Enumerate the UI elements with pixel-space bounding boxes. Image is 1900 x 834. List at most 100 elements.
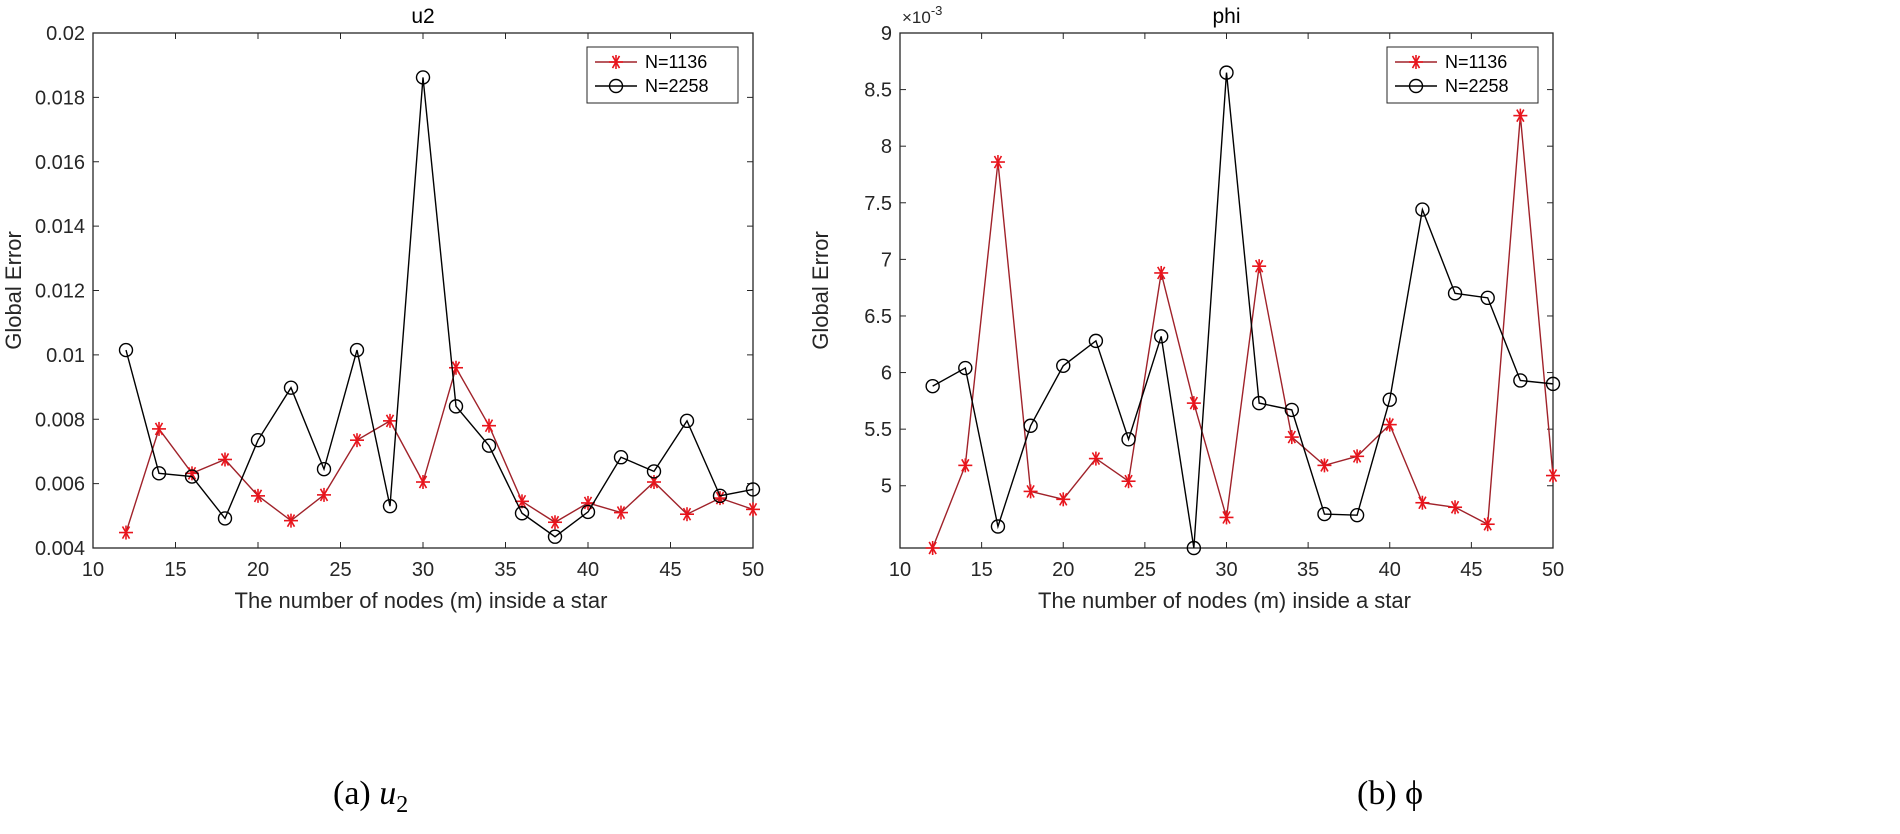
chart2-series-2-point [1317, 506, 1332, 522]
chart2-legend-label-2: N=2258 [1445, 76, 1509, 96]
chart1-legend-marker-2 [608, 78, 624, 94]
chart1-series-2-point [415, 70, 431, 85]
chart2-series-1-point [1088, 451, 1103, 466]
chart2-series-2-point [1284, 402, 1300, 418]
chart2-series-2-point [1415, 202, 1430, 217]
chart2-x-tick-label: 20 [1052, 559, 1074, 581]
chart2-x-tick-label: 30 [1215, 559, 1237, 581]
chart2-legend: N=1136 N=2258 [1386, 46, 1539, 104]
chart2-y-tick-label: 5.5 [864, 419, 892, 441]
chart1-y-tick-label: 0.006 [35, 474, 85, 496]
chart2-x-tick-label: 50 [1542, 559, 1564, 581]
chart1-x-tick-label: 25 [329, 559, 351, 581]
chart1-axes-box [92, 32, 754, 549]
chart2-series-1-point [1154, 265, 1169, 280]
chart2-plot: 10 15 20 25 30 35 40 45 50 5 5.5 6 6.5 7 7.5 8 8.5 9 ×10-3… [808, 3, 1564, 613]
chart2-x-tick-label: 10 [889, 559, 911, 581]
chart2-series-2-point [1545, 376, 1561, 392]
chart1-y-tick-label: 0.016 [35, 152, 85, 174]
chart1-x-tick-label: 30 [412, 559, 434, 581]
chart1-y-tick-label: 0.004 [35, 538, 85, 560]
chart1-series-2-point [745, 482, 761, 497]
chart2-y-axis-label: Global Error [808, 231, 833, 350]
chart2-series-1-point [1219, 510, 1234, 525]
chart1-x-tick-label: 20 [247, 559, 269, 581]
chart1-series-2-point [712, 488, 728, 504]
chart1-series-1-point [185, 466, 199, 481]
chart1-title: u2 [411, 5, 434, 28]
chart1-series-1-point [284, 513, 298, 528]
chart2-series-1-point [1350, 449, 1365, 464]
chart1-series-1-point [383, 413, 397, 428]
chart2-series-1-point [1415, 495, 1430, 510]
caption-a: (a) u2 [333, 775, 408, 819]
chart2-series-2-point [1480, 290, 1495, 306]
chart2-title: phi [1212, 5, 1240, 28]
chart1-legend-label-1: N=1136 [645, 52, 707, 72]
chart2-series-2-point [1513, 373, 1528, 388]
chart2-y-tick-label: 6.5 [864, 306, 892, 328]
chart2-x-tick-label: 40 [1379, 559, 1401, 581]
chart2-series-2-point [1349, 507, 1365, 523]
chart1-x-axis-label: The number of nodes (m) inside a star [235, 588, 608, 613]
chart1-series-1-point [482, 418, 496, 433]
chart2-legend-marker-1 [1409, 55, 1423, 69]
chart2-y-tick-label: 8 [881, 136, 892, 158]
chart1-x-tick-label: 50 [742, 559, 764, 581]
chart1-series-2 [118, 70, 761, 544]
chart1-series-2-point [118, 342, 134, 358]
chart2-series-1-point [925, 541, 940, 555]
chart2-exponent-power: -3 [931, 3, 943, 18]
chart1-series-2-point [580, 504, 596, 520]
chart2-series-1-point [1252, 259, 1267, 274]
chart2-series-1-point [1056, 492, 1071, 507]
chart1-y-tick-label: 0.018 [35, 87, 85, 109]
chart2-series-1-point [1121, 474, 1136, 489]
chart1-series-2-point [316, 461, 332, 477]
chart2-series-1-point [958, 458, 973, 473]
chart2-series-1-point [1284, 430, 1299, 445]
chart2-series-1-point [1546, 468, 1560, 483]
chart2-series-2-point [1121, 432, 1136, 447]
caption-a-prefix: (a) [333, 775, 380, 812]
chart1-series-1 [119, 360, 760, 540]
chart1-legend-marker-1 [609, 55, 623, 69]
chart2-axes-box [899, 32, 1554, 549]
chart1-x-tick-label: 45 [659, 559, 681, 581]
chart1-series-2-point [514, 506, 530, 521]
chart1-series-2-point [382, 498, 398, 514]
chart2-series-1-point [990, 155, 1005, 170]
chart2-series-1-point [1513, 108, 1528, 123]
chart1-legend: N=1136 N=2258 [586, 46, 739, 104]
chart2-series-1 [925, 108, 1560, 555]
chart2-series-2-point [1251, 395, 1267, 411]
chart2-series-2-point [1023, 418, 1038, 433]
chart2-y-tick-label: 7.5 [864, 193, 892, 215]
chart2-series-1-point [1448, 500, 1463, 515]
caption-b-symbol: ϕ [1405, 775, 1424, 812]
chart2-series-2-line [932, 72, 1554, 549]
chart1-series-2-point [184, 469, 200, 484]
chart1-series-2-point [547, 529, 563, 544]
chart1-series-1-point [119, 525, 133, 540]
chart1-y-axis-label: Global Error [1, 231, 26, 350]
chart2-series-2-point [925, 378, 940, 394]
chart1-y-tick-label: 0.014 [35, 216, 85, 238]
chart2-y-tick-label: 5 [881, 476, 892, 498]
chart1-series-2-point [151, 466, 167, 481]
chart2-series-2-point [958, 360, 973, 376]
chart2-series-2-point [1219, 65, 1234, 80]
chart2-series-1-point [1023, 484, 1038, 499]
chart2-series-2-point [1447, 286, 1463, 301]
chart1-plot: 10 15 20 25 30 35 40 45 50 0.004 0.006 0.008 0.01 0.0… [1, 5, 764, 613]
chart1-series-1-line [125, 365, 754, 533]
chart2-y-tick-label: 9 [881, 23, 892, 45]
chart1-x-tick-label: 10 [82, 559, 104, 581]
chart1-series-1-point [152, 421, 166, 436]
chart2-series-1-point [1382, 417, 1397, 432]
chart1-series-1-point [251, 488, 265, 503]
chart1-series-1-point [680, 507, 694, 522]
caption-b: (b) ϕ [1357, 775, 1423, 813]
caption-a-subscript: 2 [396, 791, 409, 818]
